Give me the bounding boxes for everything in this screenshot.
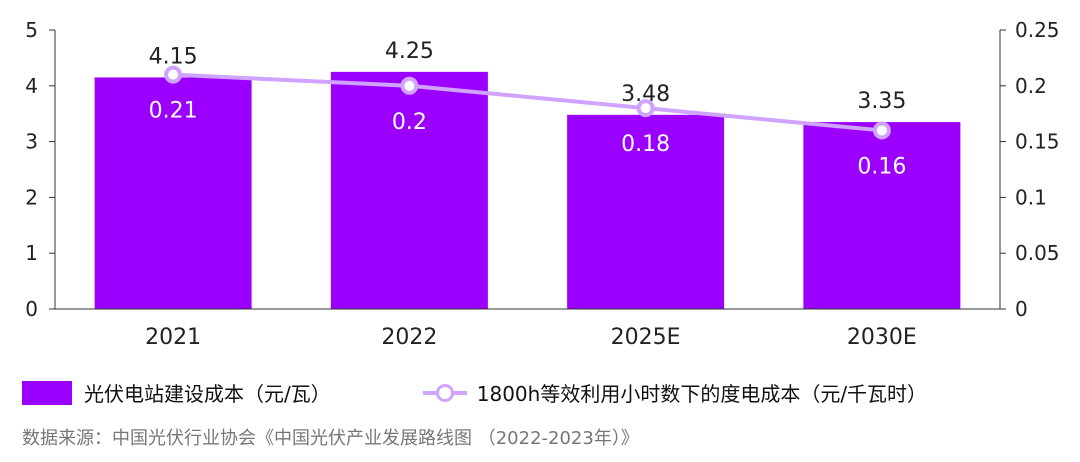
x-tick-label: 2030E [847,325,917,350]
source-note: 数据来源：中国光伏行业协会《中国光伏产业发展路线图 （2022-2023年）》 [22,428,639,449]
left-tick-label: 0 [25,297,38,321]
legend: 光伏电站建设成本（元/瓦） 1800h等效利用小时数下的度电成本（元/千瓦时） [22,378,927,407]
bar [567,114,725,309]
left-tick-label: 4 [25,74,38,98]
line-value-label: 0.2 [392,110,427,135]
bar-value-label: 3.35 [857,89,906,114]
line-point [872,121,891,140]
line-value-label: 0.21 [149,99,198,124]
line-value-label: 0.16 [857,154,906,179]
line-point [636,99,655,118]
x-tick-label: 2021 [145,325,201,350]
right-tick-label: 0 [1015,297,1028,321]
x-tick-label: 2022 [381,325,437,350]
left-tick-label: 2 [25,185,38,209]
legend-line-label: 1800h等效利用小时数下的度电成本（元/千瓦时） [476,382,928,406]
right-tick-label: 0.1 [1015,185,1047,209]
right-tick-label: 0.15 [1015,130,1060,154]
legend-bar-label: 光伏电站建设成本（元/瓦） [84,382,331,406]
legend-line-swatch [422,381,467,405]
line-series [173,72,883,133]
bar-value-label: 4.15 [149,44,198,69]
line-point [164,65,183,84]
bar [803,122,961,309]
bar [94,77,252,310]
right-tick-label: 0.05 [1015,241,1060,265]
left-tick-label: 3 [25,130,38,154]
x-tick-label: 2025E [611,325,681,350]
left-tick-label: 1 [25,241,38,265]
chart: 4.15 4.253.48 3.3501234500.050.10.150.20.2… [25,18,1060,350]
bar-value-label: 4.25 [385,39,434,64]
line-point [400,76,419,95]
bar [330,71,488,309]
left-tick-label: 5 [25,18,38,42]
legend-bar-swatch [22,380,72,405]
legend-item-line[interactable]: 1800h等效利用小时数下的度电成本（元/千瓦时） [422,378,928,407]
legend-item-bar[interactable]: 光伏电站建设成本（元/瓦） [22,378,331,407]
right-tick-label: 0.25 [1015,18,1060,42]
line-value-label: 0.18 [621,132,670,157]
right-tick-label: 0.2 [1015,74,1047,98]
